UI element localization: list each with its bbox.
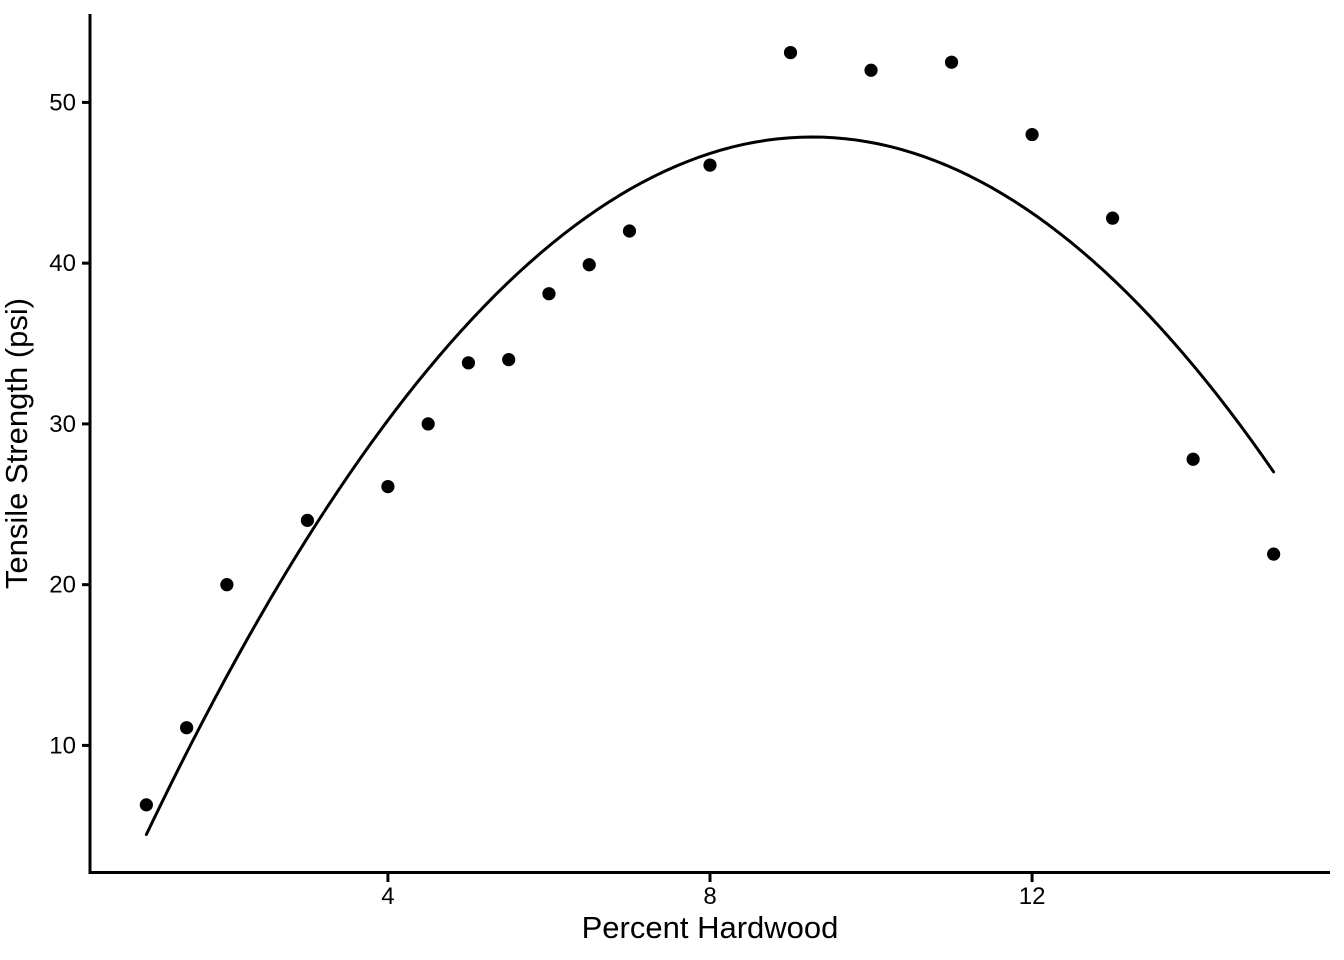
data-point	[1106, 211, 1120, 225]
data-point	[381, 480, 395, 494]
y-axis-tick-label: 10	[49, 732, 76, 759]
data-point	[139, 798, 153, 812]
y-axis-tick-label: 50	[49, 89, 76, 116]
ticks-layer	[82, 100, 1034, 882]
data-point	[220, 578, 234, 592]
axis-lines	[88, 14, 1330, 874]
data-point	[864, 63, 878, 77]
x-axis-tick-label: 4	[381, 883, 394, 910]
axes-layer	[88, 14, 1330, 874]
data-points-layer	[139, 45, 1281, 812]
y-axis-title: Tensile Strength (psi)	[0, 298, 34, 589]
data-point	[1267, 547, 1281, 561]
data-point	[461, 356, 476, 370]
quadratic-fit-curve	[144, 135, 1276, 837]
x-axis-tick-label: 8	[703, 883, 716, 910]
data-point	[783, 45, 798, 60]
data-point	[1186, 452, 1200, 466]
data-point	[421, 417, 435, 431]
data-point	[944, 55, 959, 69]
data-point	[703, 158, 717, 172]
tick-labels-layer: 4 8 12 10 20 30 40 50	[49, 89, 1045, 910]
x-axis-tick-label: 12	[1019, 883, 1046, 910]
y-axis-tick-label: 40	[49, 250, 76, 277]
data-point	[502, 353, 516, 367]
fit-curve-layer	[144, 135, 1276, 837]
data-point	[542, 287, 556, 301]
data-point	[180, 721, 194, 735]
x-axis-title: Percent Hardwood	[582, 910, 839, 945]
data-point	[622, 224, 637, 238]
data-point	[300, 513, 314, 527]
data-point	[582, 258, 596, 272]
y-axis-tick-label: 20	[49, 572, 76, 599]
data-point	[1025, 127, 1039, 142]
y-axis-tick-label: 30	[49, 411, 76, 438]
